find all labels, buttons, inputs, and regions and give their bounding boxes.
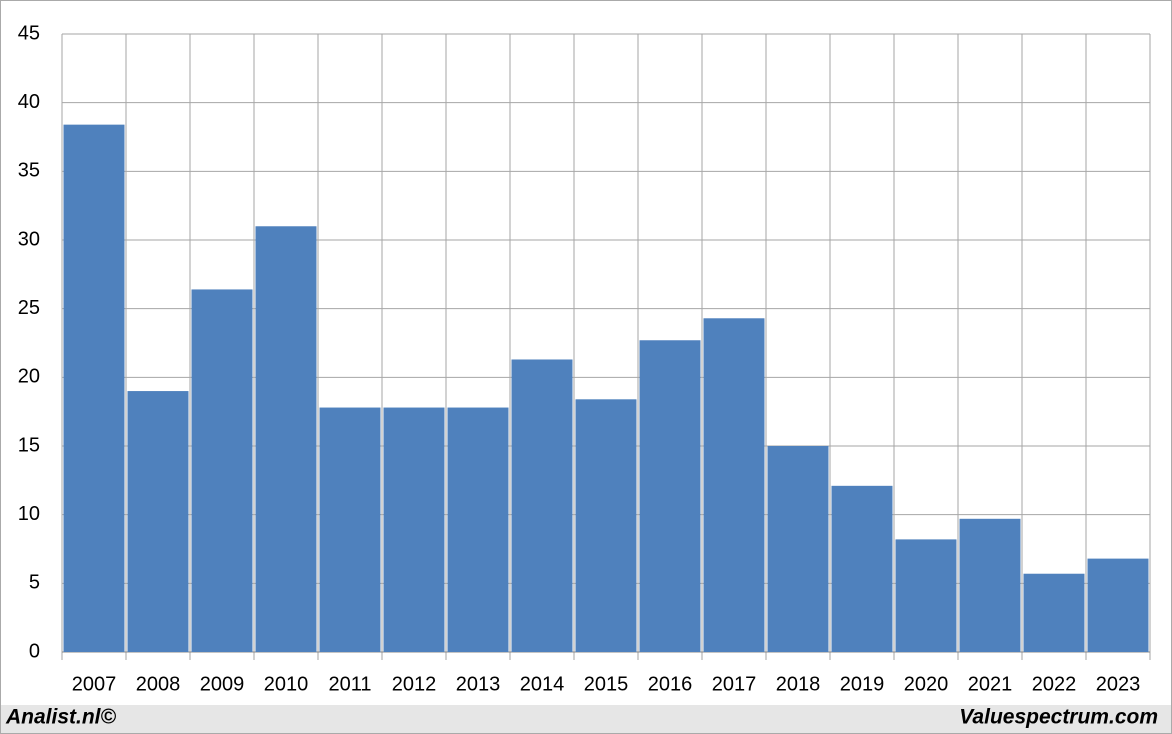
x-tick-label: 2018 (776, 673, 821, 695)
y-tick-label: 10 (18, 503, 40, 525)
bar (639, 340, 701, 652)
bar (1023, 573, 1085, 652)
x-tick-label: 2009 (200, 673, 245, 695)
bar (63, 124, 125, 652)
x-tick-label: 2012 (392, 673, 437, 695)
bar (191, 289, 253, 652)
bar (383, 407, 445, 652)
bar (767, 446, 829, 652)
x-tick-label: 2010 (264, 673, 309, 695)
bar (575, 399, 637, 652)
x-tick-label: 2017 (712, 673, 757, 695)
x-tick-label: 2019 (840, 673, 885, 695)
y-tick-label: 20 (18, 366, 40, 388)
bar (895, 539, 957, 652)
bar (319, 407, 381, 652)
x-tick-label: 2013 (456, 673, 501, 695)
footer-band (1, 705, 1171, 733)
x-tick-label: 2020 (904, 673, 949, 695)
x-tick-label: 2015 (584, 673, 629, 695)
y-tick-label: 25 (18, 297, 40, 319)
y-tick-label: 5 (29, 572, 40, 594)
bar (127, 391, 189, 652)
x-tick-label: 2016 (648, 673, 693, 695)
bar (1087, 558, 1149, 652)
y-tick-label: 45 (18, 22, 40, 44)
bar (959, 518, 1021, 652)
x-tick-label: 2022 (1032, 673, 1077, 695)
bar (447, 407, 509, 652)
y-tick-label: 0 (29, 640, 40, 662)
x-tick-label: 2014 (520, 673, 565, 695)
x-tick-label: 2007 (72, 673, 117, 695)
x-tick-label: 2008 (136, 673, 181, 695)
bar (703, 318, 765, 652)
y-tick-label: 15 (18, 434, 40, 456)
y-tick-label: 40 (18, 91, 40, 113)
x-tick-label: 2023 (1096, 673, 1141, 695)
bar (831, 485, 893, 652)
x-tick-label: 2021 (968, 673, 1013, 695)
bar (511, 359, 573, 652)
y-tick-label: 30 (18, 228, 40, 250)
bar (255, 226, 317, 652)
y-tick-label: 35 (18, 160, 40, 182)
footer-right: Valuespectrum.com (959, 706, 1158, 729)
x-tick-label: 2011 (328, 673, 371, 695)
footer-left: Analist.nl© (5, 706, 117, 729)
